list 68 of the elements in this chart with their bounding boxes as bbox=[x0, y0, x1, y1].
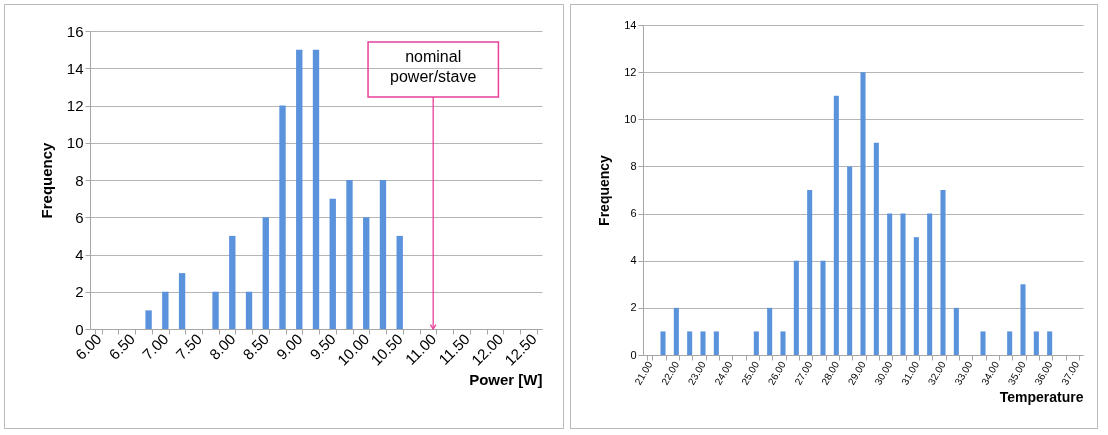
y-tick-label: 14 bbox=[66, 59, 84, 77]
bar bbox=[927, 213, 933, 355]
bar bbox=[1047, 331, 1053, 355]
y-tick-label: 6 bbox=[75, 208, 84, 226]
x-axis-title: Temperature bbox=[999, 388, 1084, 405]
bar bbox=[887, 213, 893, 355]
y-tick-label: 16 bbox=[66, 22, 84, 40]
bar bbox=[847, 166, 853, 355]
bar bbox=[329, 198, 336, 329]
bar bbox=[793, 260, 799, 355]
bar bbox=[262, 217, 269, 329]
x-tick-label: 9.50 bbox=[306, 330, 339, 363]
x-tick-label: 7.00 bbox=[138, 330, 172, 363]
bar bbox=[913, 237, 919, 355]
y-tick-label: 2 bbox=[75, 283, 84, 301]
x-tick-label: 7.50 bbox=[172, 330, 205, 363]
bar bbox=[713, 331, 719, 355]
bar bbox=[687, 331, 693, 355]
annotation: nominal power/stave bbox=[390, 48, 477, 85]
x-tick-label: 6.50 bbox=[105, 330, 139, 363]
bar bbox=[980, 331, 986, 355]
bar bbox=[673, 307, 679, 355]
bar bbox=[396, 235, 403, 329]
bar bbox=[229, 235, 236, 329]
bar bbox=[145, 310, 152, 329]
bar bbox=[780, 331, 786, 355]
bar bbox=[753, 331, 759, 355]
y-tick-label: 2 bbox=[630, 301, 637, 314]
y-tick-label: 4 bbox=[630, 254, 637, 267]
bar bbox=[1020, 284, 1026, 355]
bar bbox=[1007, 331, 1013, 355]
y-tick-label: 8 bbox=[75, 171, 84, 189]
y-tick-label: 0 bbox=[630, 348, 637, 361]
bar bbox=[833, 95, 839, 355]
x-tick-label: 9.00 bbox=[272, 330, 306, 363]
bar bbox=[379, 180, 387, 329]
bar bbox=[279, 105, 286, 329]
bar bbox=[940, 190, 946, 355]
bar bbox=[900, 213, 906, 355]
bar bbox=[953, 307, 959, 355]
bar bbox=[700, 331, 706, 355]
y-tick-label: 4 bbox=[75, 246, 84, 263]
y-axis-title: Frequency bbox=[37, 141, 55, 219]
y-tick-label: 12 bbox=[624, 65, 637, 78]
bar bbox=[346, 180, 353, 329]
bar bbox=[212, 291, 219, 329]
y-tick-label: 12 bbox=[66, 97, 84, 114]
y-tick-label: 10 bbox=[624, 112, 637, 125]
bar bbox=[860, 72, 866, 355]
y-tick-label: 0 bbox=[75, 320, 84, 338]
bar bbox=[296, 49, 303, 329]
bar bbox=[807, 190, 813, 355]
y-tick-label: 10 bbox=[66, 134, 84, 152]
bar bbox=[312, 49, 320, 329]
bar bbox=[178, 273, 186, 329]
bar bbox=[767, 307, 773, 355]
bar bbox=[245, 291, 253, 329]
bar bbox=[363, 217, 370, 329]
bar bbox=[1033, 331, 1039, 355]
y-axis-title: Frequency bbox=[596, 154, 613, 226]
y-tick-label: 14 bbox=[624, 18, 637, 31]
y-tick-label: 8 bbox=[630, 159, 637, 172]
bar bbox=[660, 331, 666, 355]
bar bbox=[162, 291, 169, 329]
bar bbox=[820, 260, 826, 355]
y-tick-label: 6 bbox=[630, 207, 637, 220]
bar bbox=[873, 142, 879, 355]
x-axis-title: Power [W] bbox=[469, 370, 543, 388]
